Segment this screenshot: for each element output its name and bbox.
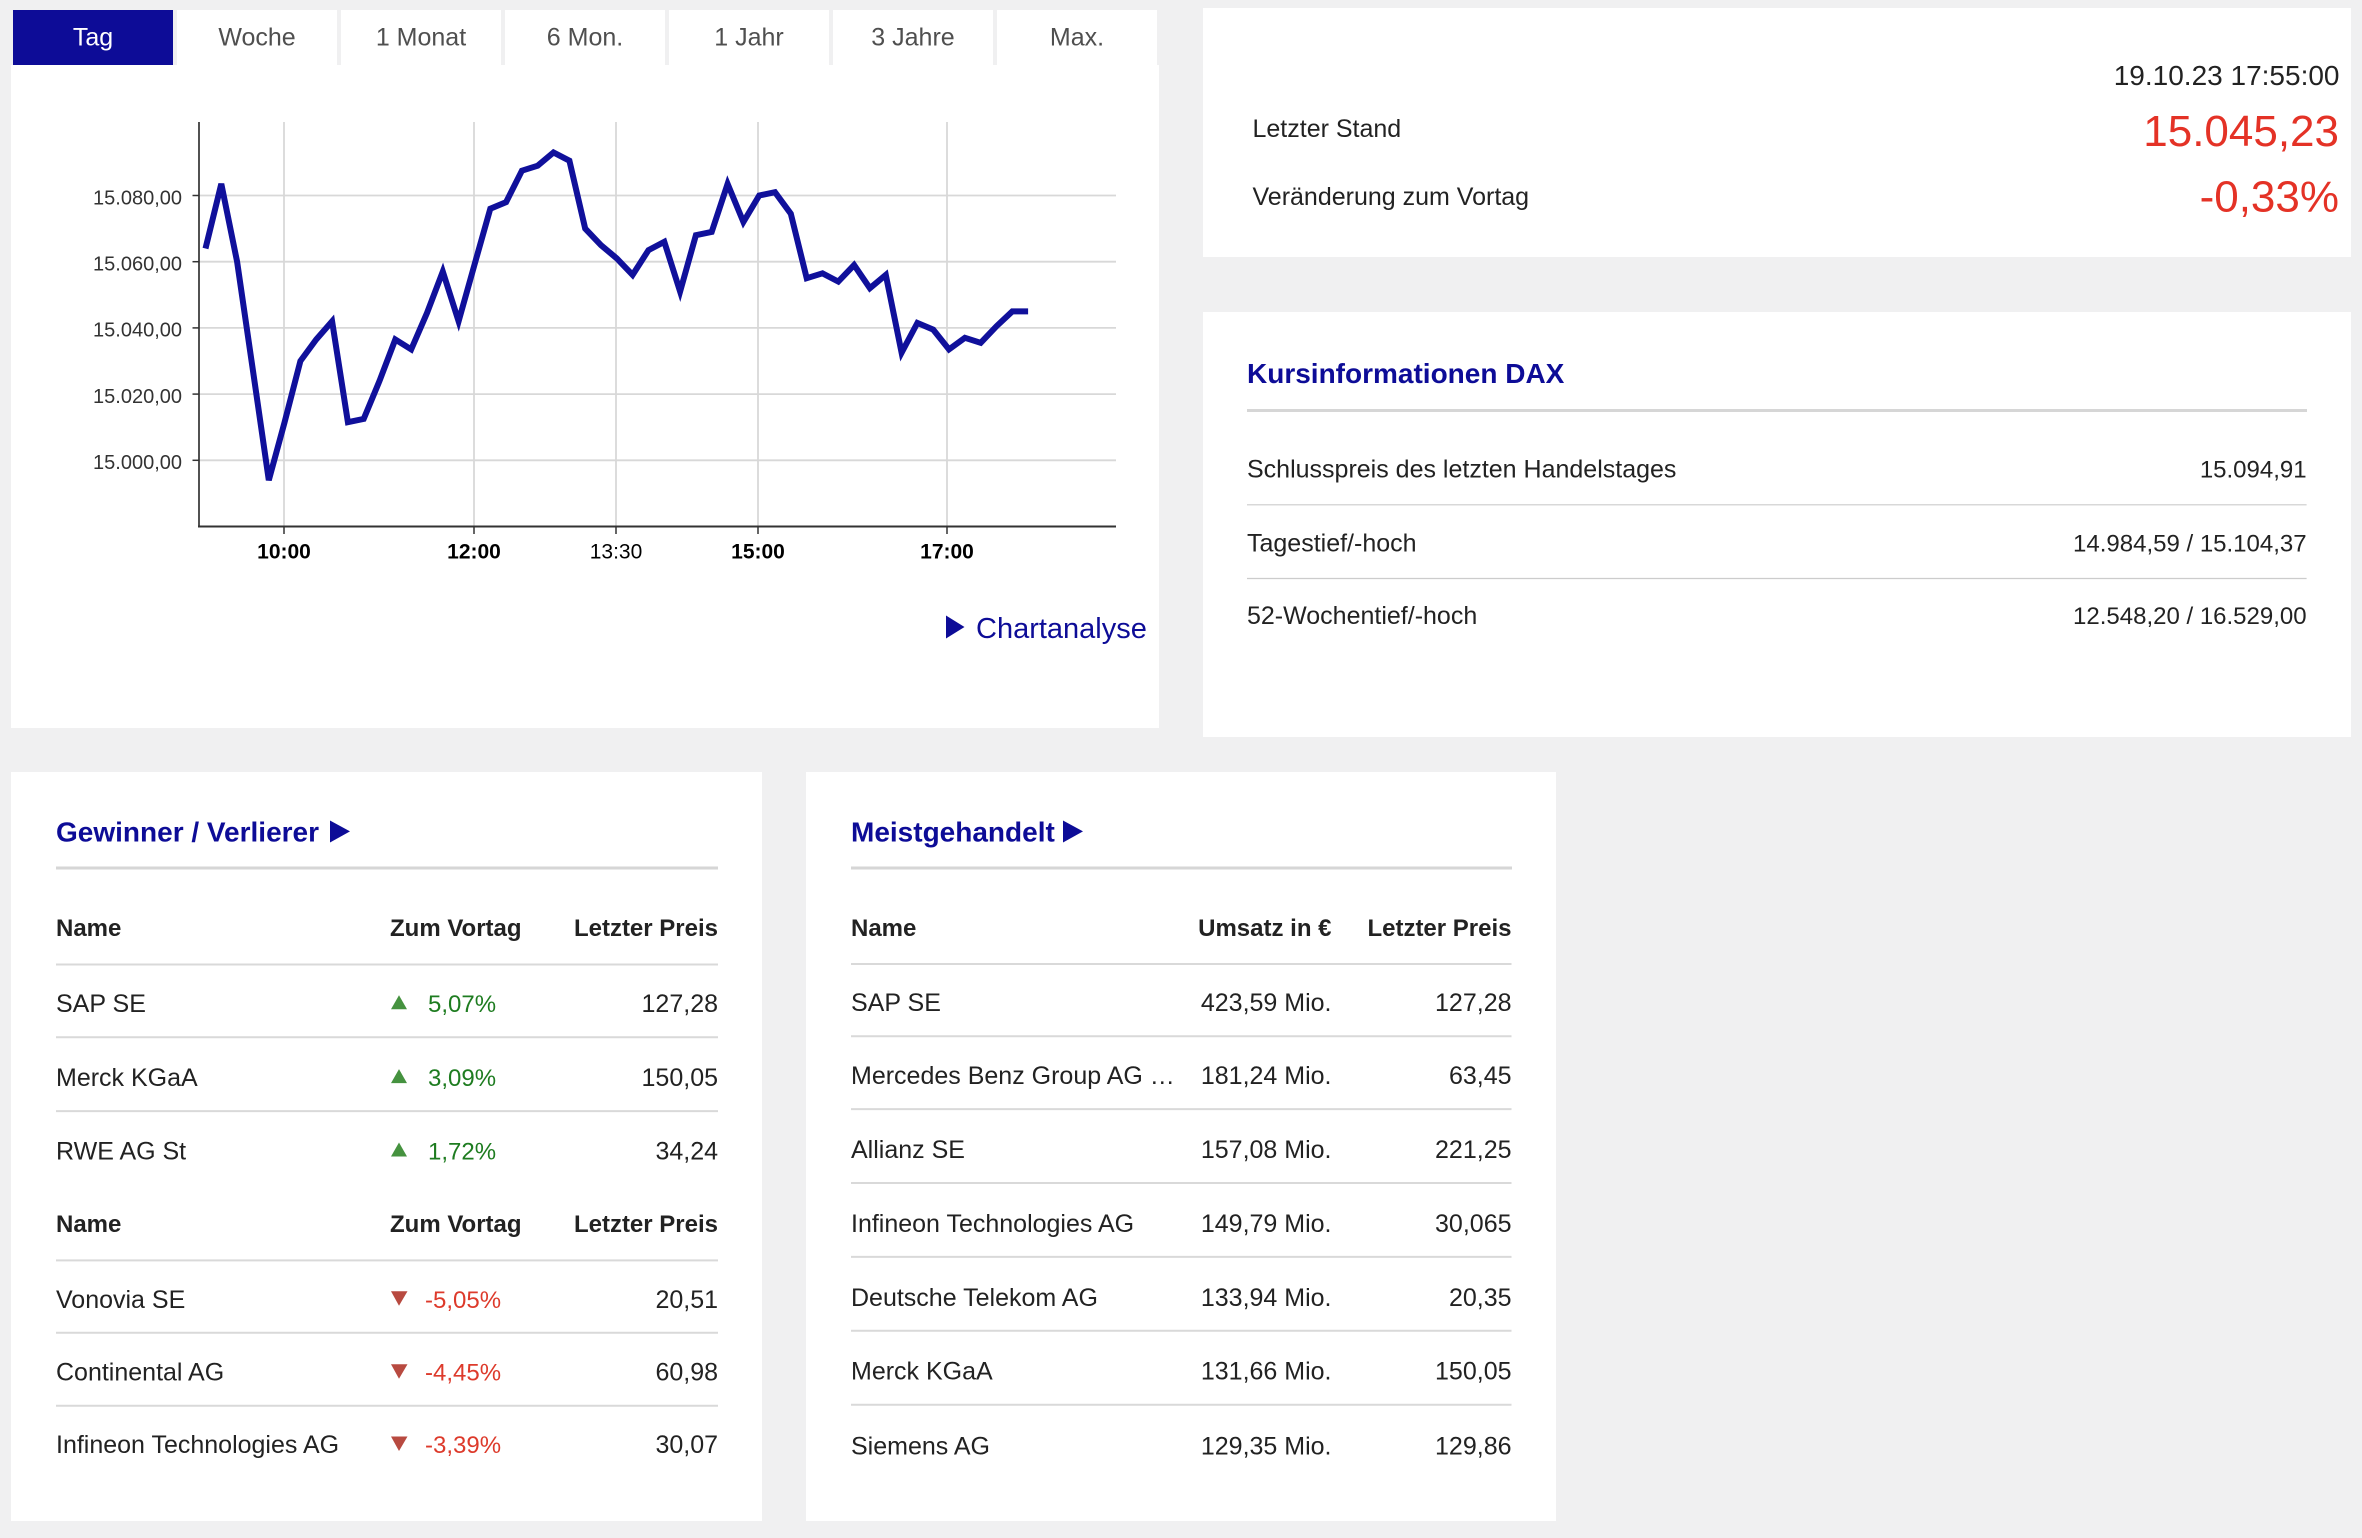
svg-text:129,86: 129,86 <box>1435 1433 1511 1461</box>
svg-text:Name: Name <box>56 915 121 942</box>
svg-text:129,35 Mio.: 129,35 Mio. <box>1201 1433 1332 1461</box>
svg-text:Zum Vortag: Zum Vortag <box>390 915 522 942</box>
svg-text:15.094,91: 15.094,91 <box>2200 457 2307 484</box>
svg-text:6 Mon.: 6 Mon. <box>547 23 623 51</box>
svg-text:1 Monat: 1 Monat <box>376 23 466 51</box>
svg-text:60,98: 60,98 <box>655 1359 718 1387</box>
svg-text:20,51: 20,51 <box>655 1286 718 1314</box>
svg-text:133,94 Mio.: 133,94 Mio. <box>1201 1284 1332 1312</box>
svg-text:Continental AG: Continental AG <box>56 1359 224 1387</box>
svg-text:15.040,00: 15.040,00 <box>93 320 182 342</box>
svg-text:19.10.23 17:55:00: 19.10.23 17:55:00 <box>2114 60 2340 91</box>
svg-text:149,79 Mio.: 149,79 Mio. <box>1201 1210 1332 1238</box>
svg-text:Letzter Preis: Letzter Preis <box>1367 915 1511 942</box>
svg-text:15.080,00: 15.080,00 <box>93 187 182 209</box>
svg-text:Gewinner / Verlierer: Gewinner / Verlierer <box>56 817 319 848</box>
svg-text:SAP SE: SAP SE <box>851 989 941 1017</box>
svg-text:Umsatz in €: Umsatz in € <box>1198 915 1331 942</box>
svg-text:15.060,00: 15.060,00 <box>93 254 182 276</box>
svg-text:Meistgehandelt: Meistgehandelt <box>851 817 1055 848</box>
svg-text:-0,33%: -0,33% <box>2200 173 2339 222</box>
svg-text:181,24 Mio.: 181,24 Mio. <box>1201 1062 1332 1090</box>
svg-text:Letzter Preis: Letzter Preis <box>574 1211 718 1238</box>
svg-text:1 Jahr: 1 Jahr <box>714 23 783 51</box>
svg-text:15.000,00: 15.000,00 <box>93 452 182 474</box>
svg-text:Merck KGaA: Merck KGaA <box>56 1064 198 1092</box>
svg-text:15:00: 15:00 <box>731 541 785 564</box>
svg-text:20,35: 20,35 <box>1449 1284 1512 1312</box>
svg-text:Infineon Technologies AG: Infineon Technologies AG <box>56 1431 339 1459</box>
svg-text:Woche: Woche <box>218 23 295 51</box>
svg-text:12.548,20 / 16.529,00: 12.548,20 / 16.529,00 <box>2073 603 2307 630</box>
svg-text:1,72%: 1,72% <box>428 1139 496 1166</box>
svg-text:Name: Name <box>56 1211 121 1238</box>
svg-text:15.045,23: 15.045,23 <box>2143 107 2339 156</box>
svg-text:-3,39%: -3,39% <box>425 1432 501 1459</box>
svg-text:Infineon Technologies AG: Infineon Technologies AG <box>851 1210 1134 1238</box>
svg-text:12:00: 12:00 <box>447 541 501 564</box>
svg-text:Letzter Stand: Letzter Stand <box>1253 115 1402 143</box>
svg-text:423,59 Mio.: 423,59 Mio. <box>1201 989 1332 1017</box>
svg-text:Veränderung zum Vortag: Veränderung zum Vortag <box>1253 183 1530 211</box>
svg-text:Allianz SE: Allianz SE <box>851 1136 965 1164</box>
svg-text:Max.: Max. <box>1050 23 1104 51</box>
svg-text:5,07%: 5,07% <box>428 991 496 1018</box>
svg-text:17:00: 17:00 <box>920 541 974 564</box>
svg-text:Zum Vortag: Zum Vortag <box>390 1211 522 1238</box>
svg-text:127,28: 127,28 <box>642 990 718 1018</box>
svg-text:30,065: 30,065 <box>1435 1210 1511 1238</box>
svg-text:131,66 Mio.: 131,66 Mio. <box>1201 1358 1332 1386</box>
svg-text:Mercedes Benz Group AG …: Mercedes Benz Group AG … <box>851 1062 1175 1090</box>
svg-text:15.020,00: 15.020,00 <box>93 386 182 408</box>
svg-text:150,05: 150,05 <box>1435 1358 1511 1386</box>
svg-text:150,05: 150,05 <box>642 1064 718 1092</box>
svg-text:Vonovia SE: Vonovia SE <box>56 1286 185 1314</box>
svg-text:-5,05%: -5,05% <box>425 1287 501 1314</box>
svg-text:127,28: 127,28 <box>1435 989 1511 1017</box>
svg-text:SAP SE: SAP SE <box>56 990 146 1018</box>
svg-text:52-Wochentief/-hoch: 52-Wochentief/-hoch <box>1247 602 1477 630</box>
svg-text:63,45: 63,45 <box>1449 1062 1512 1090</box>
svg-text:Merck KGaA: Merck KGaA <box>851 1358 993 1386</box>
svg-text:Tag: Tag <box>73 23 113 51</box>
svg-text:Kursinformationen DAX: Kursinformationen DAX <box>1247 358 1565 389</box>
svg-text:14.984,59 / 15.104,37: 14.984,59 / 15.104,37 <box>2073 530 2307 557</box>
svg-text:3,09%: 3,09% <box>428 1065 496 1092</box>
svg-text:Letzter Preis: Letzter Preis <box>574 915 718 942</box>
svg-text:RWE AG St: RWE AG St <box>56 1138 186 1166</box>
svg-text:Name: Name <box>851 915 916 942</box>
svg-text:157,08 Mio.: 157,08 Mio. <box>1201 1136 1332 1164</box>
svg-text:10:00: 10:00 <box>257 541 311 564</box>
svg-text:30,07: 30,07 <box>655 1431 718 1459</box>
svg-text:Tagestief/-hoch: Tagestief/-hoch <box>1247 529 1417 557</box>
svg-text:34,24: 34,24 <box>655 1138 718 1166</box>
svg-text:Chartanalyse: Chartanalyse <box>976 613 1147 645</box>
svg-text:3 Jahre: 3 Jahre <box>871 23 954 51</box>
svg-text:Deutsche Telekom AG: Deutsche Telekom AG <box>851 1284 1098 1312</box>
svg-text:Schlusspreis des letzten Hande: Schlusspreis des letzten Handelstages <box>1247 456 1676 484</box>
svg-text:-4,45%: -4,45% <box>425 1360 501 1387</box>
svg-text:221,25: 221,25 <box>1435 1136 1511 1164</box>
svg-text:13:30: 13:30 <box>590 541 643 564</box>
svg-text:Siemens AG: Siemens AG <box>851 1433 990 1461</box>
